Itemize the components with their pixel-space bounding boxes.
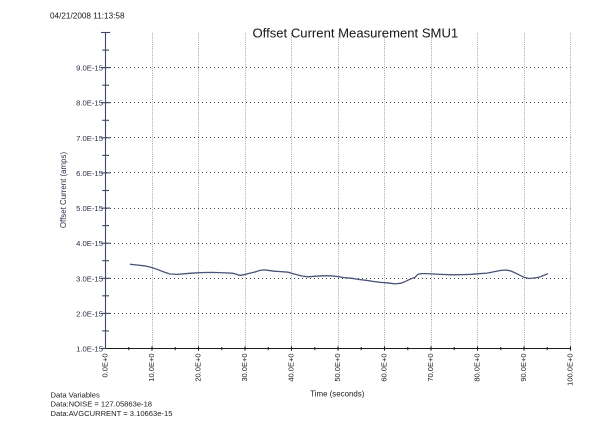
svg-text:8.0E-15: 8.0E-15 — [76, 99, 103, 108]
svg-text:40.0E+0: 40.0E+0 — [287, 354, 296, 382]
svg-text:100.0E+0: 100.0E+0 — [566, 354, 575, 386]
svg-text:6.0E-15: 6.0E-15 — [76, 169, 103, 178]
svg-text:20.0E+0: 20.0E+0 — [194, 354, 203, 382]
svg-text:50.0E+0: 50.0E+0 — [333, 354, 342, 382]
svg-text:1.0E-15: 1.0E-15 — [76, 345, 103, 354]
svg-text:60.0E+0: 60.0E+0 — [380, 354, 389, 382]
svg-text:5.0E-15: 5.0E-15 — [76, 204, 103, 213]
svg-text:0.0E+0: 0.0E+0 — [101, 354, 110, 378]
svg-text:Data:AVGCURRENT = 3.10663e-15: Data:AVGCURRENT = 3.10663e-15 — [51, 409, 173, 418]
svg-text:Offset Current (amps): Offset Current (amps) — [59, 152, 68, 229]
svg-text:30.0E+0: 30.0E+0 — [240, 354, 249, 382]
svg-text:Offset Current Measurement SMU: Offset Current Measurement SMU1 — [253, 25, 459, 40]
svg-text:04/21/2008 11:13:58: 04/21/2008 11:13:58 — [50, 11, 125, 20]
svg-text:3.0E-15: 3.0E-15 — [76, 274, 103, 283]
svg-text:90.0E+0: 90.0E+0 — [519, 354, 528, 382]
svg-text:10.0E+0: 10.0E+0 — [147, 354, 156, 382]
svg-text:Data Variables: Data Variables — [51, 390, 100, 399]
svg-text:7.0E-15: 7.0E-15 — [76, 134, 103, 143]
svg-text:2.0E-15: 2.0E-15 — [76, 309, 103, 318]
svg-text:9.0E-15: 9.0E-15 — [76, 64, 103, 73]
svg-text:80.0E+0: 80.0E+0 — [473, 354, 482, 382]
svg-text:70.0E+0: 70.0E+0 — [426, 354, 435, 382]
svg-text:Data:NOISE = 127.05863e-18: Data:NOISE = 127.05863e-18 — [51, 400, 153, 409]
svg-text:Time (seconds): Time (seconds) — [310, 390, 364, 399]
svg-text:4.0E-15: 4.0E-15 — [76, 239, 103, 248]
